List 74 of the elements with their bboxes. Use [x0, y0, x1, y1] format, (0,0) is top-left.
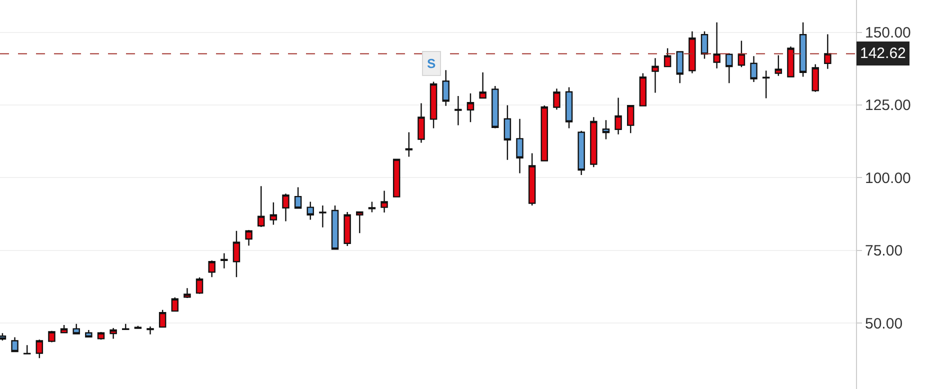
candlestick [319, 204, 326, 228]
candlestick [11, 336, 18, 353]
candlestick [232, 230, 240, 278]
candlestick [688, 30, 696, 74]
candlestick [479, 72, 486, 100]
candlestick [578, 130, 585, 176]
candlestick [368, 201, 376, 213]
candlestick [504, 104, 512, 160]
candlestick [196, 276, 204, 295]
y-tick-label: 125.00 [865, 97, 911, 114]
candlestick [122, 323, 130, 331]
candlestick [824, 34, 832, 70]
candlestick [158, 309, 166, 328]
candlestick [774, 54, 782, 76]
candlestick [639, 72, 647, 108]
candlestick [23, 344, 31, 355]
candlestick [454, 95, 462, 126]
candlestick [799, 22, 807, 78]
candlestick [97, 331, 105, 340]
y-tick-label: 50.00 [865, 315, 903, 332]
candlestick [257, 185, 265, 228]
candlestick [713, 22, 720, 69]
candlestick [700, 30, 708, 60]
candlestick [0, 332, 6, 342]
candlestick [294, 186, 302, 210]
candlestick [750, 56, 758, 83]
candlestick [812, 64, 819, 92]
candlestick [676, 50, 684, 84]
candlestick [738, 40, 746, 68]
candlestick [762, 70, 770, 99]
candlestick [306, 201, 314, 220]
candlestick [430, 81, 438, 129]
candlestick [405, 132, 413, 158]
candlestick [110, 327, 117, 340]
candlestick [565, 86, 573, 129]
candlestick [245, 229, 252, 246]
candlestick [553, 88, 560, 110]
candlestick [356, 210, 364, 234]
candlestick [171, 296, 179, 312]
candlestick [442, 69, 450, 106]
candlestick [590, 116, 598, 168]
candlestick [85, 329, 92, 338]
candlestick [48, 330, 56, 343]
candlestick [492, 85, 499, 129]
candlestick [146, 326, 154, 335]
candlestick [392, 158, 400, 198]
candlestick [208, 260, 216, 278]
candlestick [626, 104, 634, 134]
y-tick-label: 100.00 [865, 170, 911, 187]
candlestick [380, 190, 388, 214]
candlestick [331, 204, 339, 250]
candlestick [652, 58, 659, 94]
candlestick [72, 323, 80, 335]
candlestick [60, 324, 68, 334]
candlestick [282, 193, 290, 222]
candlestick [184, 288, 191, 299]
candlestick [787, 46, 794, 78]
candlestick [220, 252, 228, 269]
candlestick [36, 338, 44, 359]
annotation: S [427, 56, 436, 71]
candlestick [344, 211, 351, 247]
candlestick [726, 52, 733, 84]
candlestick [602, 119, 610, 140]
candlestick [540, 104, 548, 162]
candlestick [270, 202, 278, 226]
candlestick [516, 118, 524, 174]
candlestick [418, 102, 425, 144]
y-tick-label: 150.00 [865, 24, 911, 42]
y-tick-label: 75.00 [865, 242, 903, 260]
candlestick [664, 48, 672, 68]
ref-line-label: 142.62 [860, 45, 906, 62]
candlestick [614, 97, 622, 135]
candlestick [528, 152, 536, 206]
candlestick [466, 92, 474, 123]
